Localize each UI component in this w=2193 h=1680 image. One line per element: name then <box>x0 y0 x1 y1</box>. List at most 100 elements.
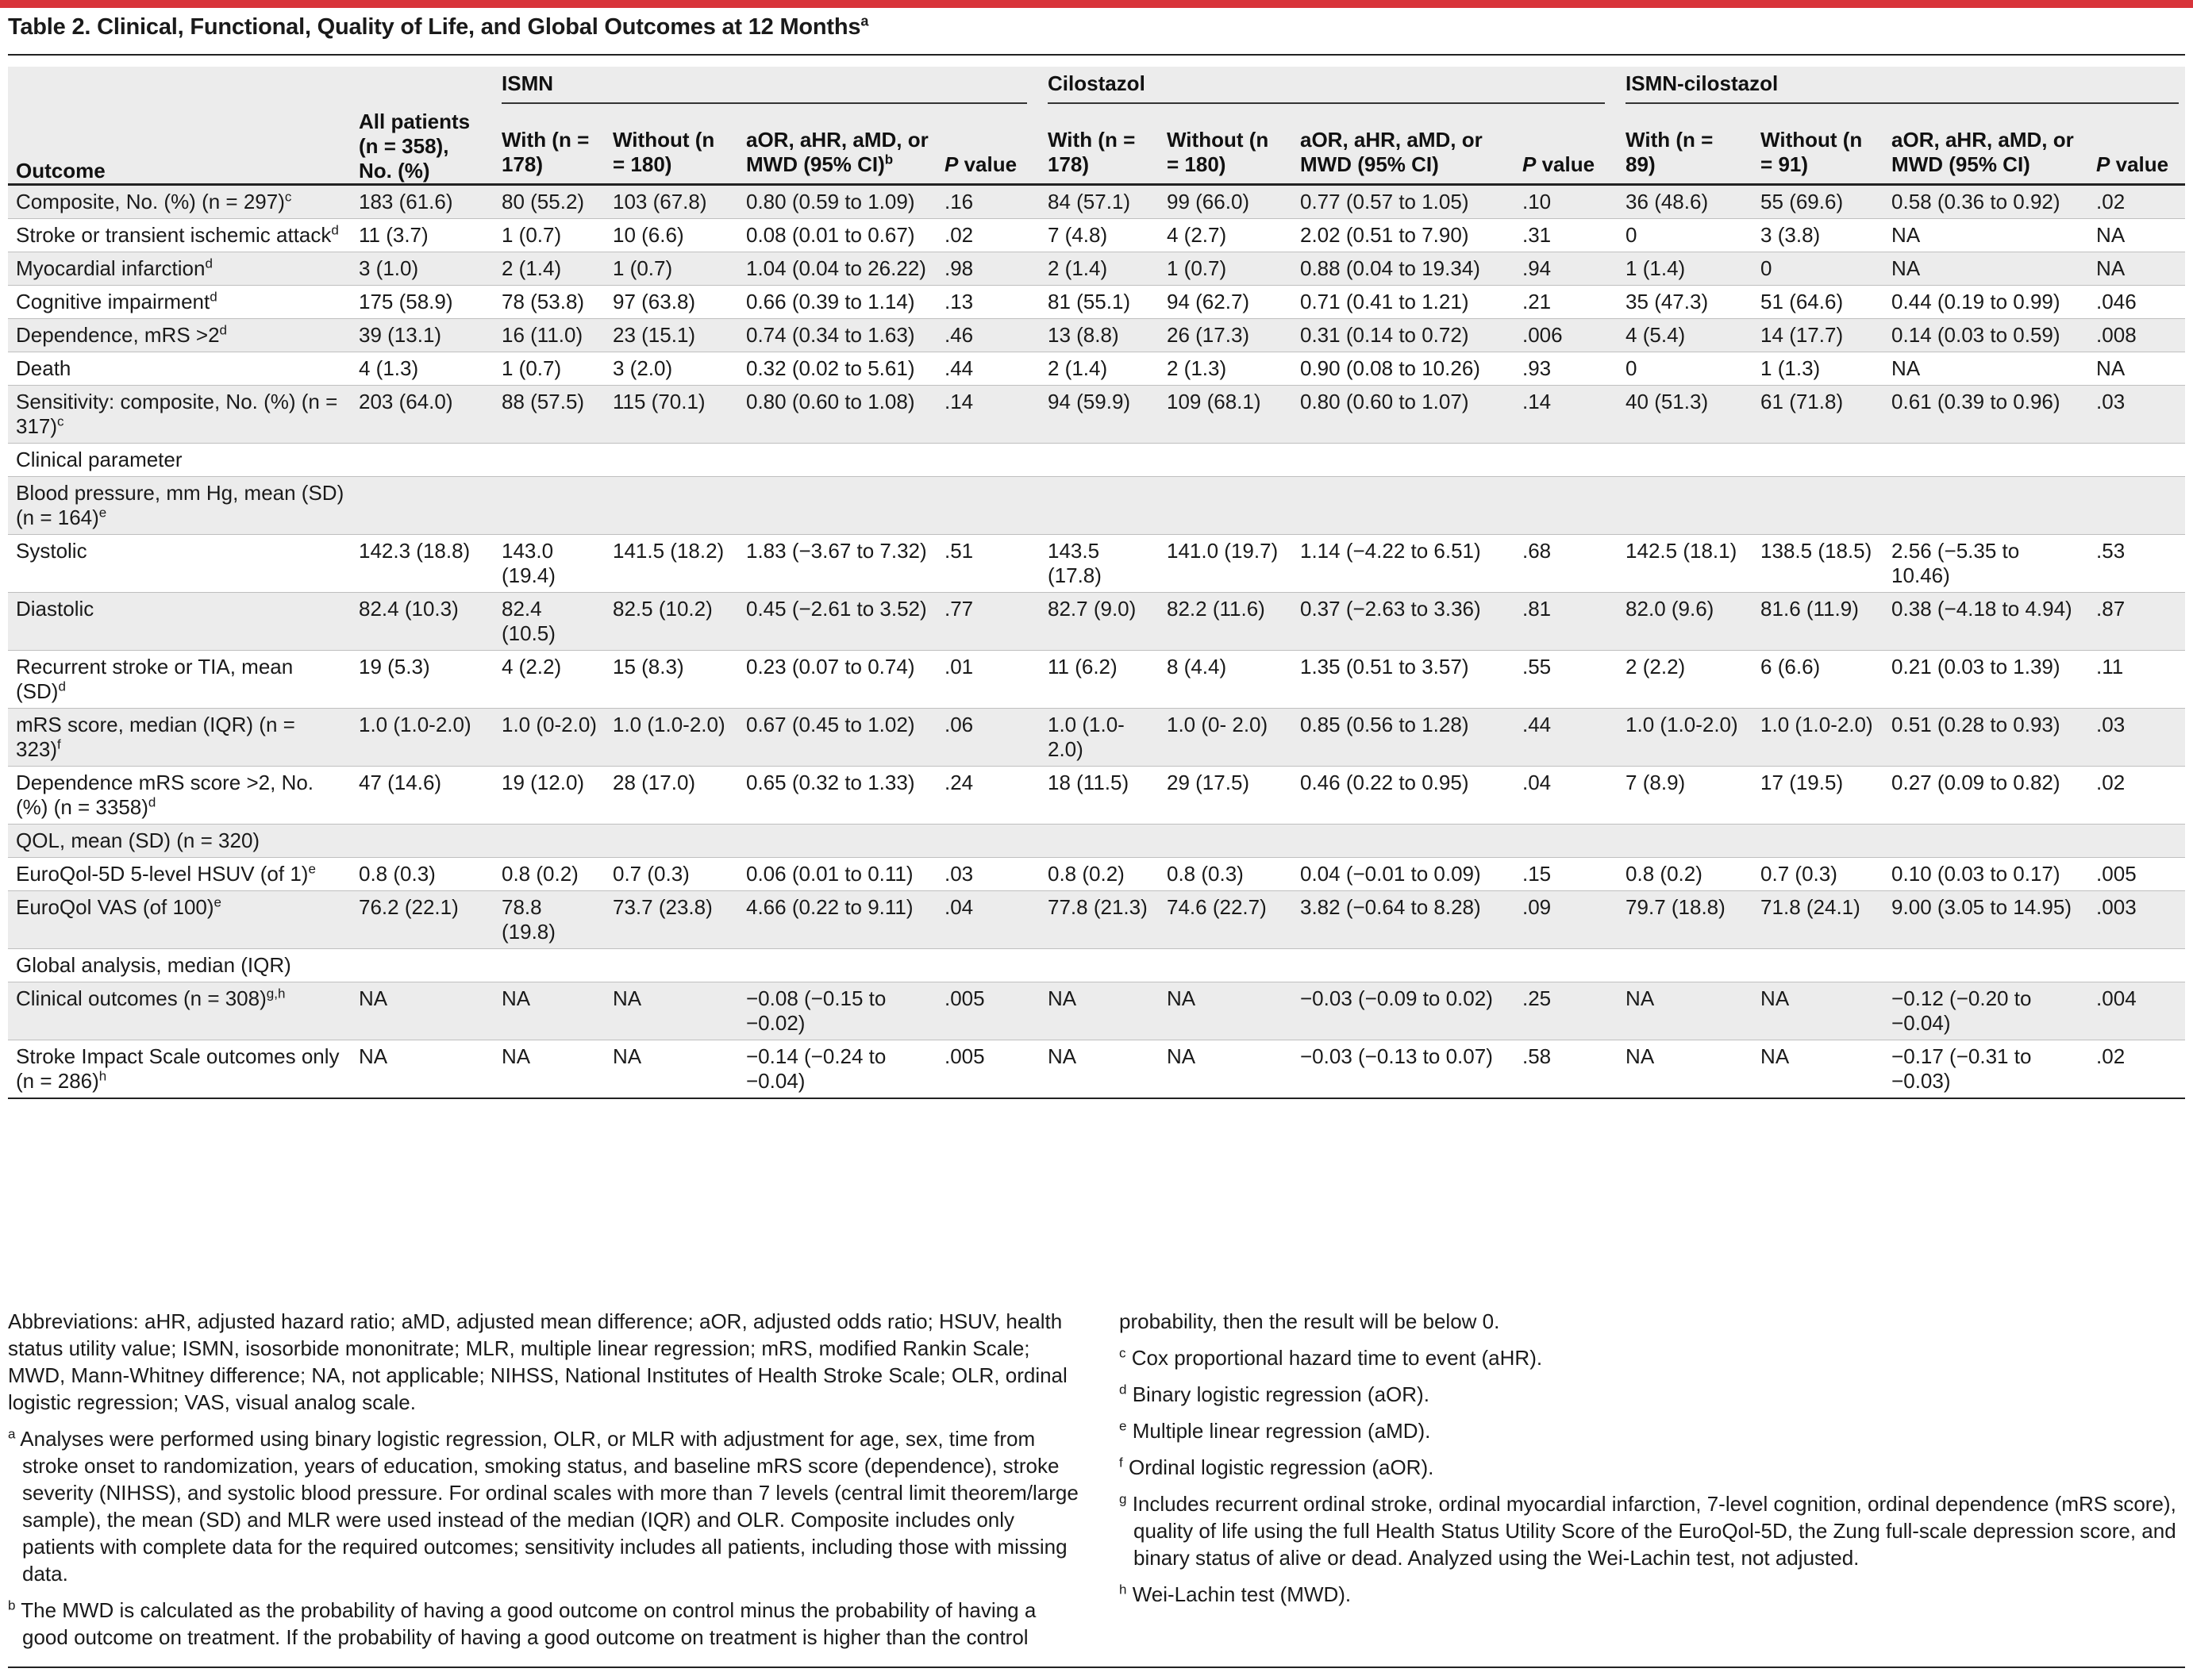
table-cell: 0.44 (0.19 to 0.99) <box>1883 285 2089 319</box>
table-cell: 0.67 (0.45 to 1.02) <box>738 708 937 767</box>
table-cell: −0.03 (−0.09 to 0.02) <box>1292 982 1514 1040</box>
table-cell: .77 <box>937 592 1040 651</box>
table-cell <box>351 824 494 858</box>
table-cell: 0.21 (0.03 to 1.39) <box>1883 650 2089 709</box>
table-cell: 1.14 (−4.22 to 6.51) <box>1292 534 1514 593</box>
row-label-text: Death <box>16 356 71 380</box>
table-cell: 141.5 (18.2) <box>605 534 738 593</box>
table-cell <box>1618 948 1753 982</box>
table-cell: .04 <box>1514 766 1618 825</box>
header-ismn-with: With (n = 178) <box>494 104 605 186</box>
table-row: EuroQol-5D 5-level HSUV (of 1)e 0.8 (0.3)… <box>8 857 2186 891</box>
header-group-cilostazol: Cilostazol <box>1040 67 1618 104</box>
table-cell: 0.8 (0.2) <box>1040 857 1159 891</box>
header-cilo-p-letter: P <box>1522 152 1537 176</box>
row-label-text: Recurrent stroke or TIA, mean (SD) <box>16 655 294 703</box>
row-label-footnote: d <box>210 289 217 305</box>
table-cell <box>1159 948 1292 982</box>
table-cell: 88 (57.5) <box>494 385 605 444</box>
table-cell: 76.2 (22.1) <box>351 890 494 949</box>
header-sub-row: With (n = 178) Without (n = 180) aOR, aH… <box>8 104 2186 186</box>
table-cell: .13 <box>937 285 1040 319</box>
table-cell: 0.8 (0.3) <box>351 857 494 891</box>
footnote-f: f Ordinal logistic regression (aOR). <box>1119 1454 2187 1481</box>
table-cell: 0.61 (0.39 to 0.96) <box>1883 385 2089 444</box>
table-cell: 78 (53.8) <box>494 285 605 319</box>
table-row: Composite, No. (%) (n = 297)c 183 (61.6) 8… <box>8 184 2186 219</box>
row-label-text: Stroke or transient ischemic attack <box>16 223 332 247</box>
table-row: Recurrent stroke or TIA, mean (SD)d 19 (5… <box>8 650 2186 709</box>
table-cell: 61 (71.8) <box>1752 385 1884 444</box>
footnote-c-text: Cox proportional hazard time to event (a… <box>1131 1346 1543 1370</box>
table-cell: 0.8 (0.3) <box>1159 857 1292 891</box>
table-cell: 19 (12.0) <box>494 766 605 825</box>
row-label: Dependence mRS score >2, No. (%) (n = 33… <box>8 766 351 825</box>
header-combo-with: With (n = 89) <box>1618 104 1753 186</box>
table-cell: NA <box>351 1040 494 1099</box>
table-row: QOL, mean (SD) (n = 320) <box>8 824 2186 858</box>
table-cell: 0 <box>1618 352 1753 386</box>
table-cell: 1.0 (0- 2.0) <box>1159 708 1292 767</box>
table-cell: 82.4 (10.3) <box>351 592 494 651</box>
table-cell: .53 <box>2088 534 2186 593</box>
row-label-footnote: d <box>205 256 213 271</box>
table-cell: .31 <box>1514 218 1618 252</box>
table-cell: 0.06 (0.01 to 0.11) <box>738 857 937 891</box>
row-label-text: Composite, No. (%) (n = 297) <box>16 190 285 213</box>
table-cell: 175 (58.9) <box>351 285 494 319</box>
table-cell: 109 (68.1) <box>1159 385 1292 444</box>
table-row: Stroke or transient ischemic attackd 11 (… <box>8 218 2186 252</box>
table-cell: .94 <box>1514 252 1618 286</box>
header-group-combo: ISMN-cilostazol <box>1618 67 2186 104</box>
table-cell: 40 (51.3) <box>1618 385 1753 444</box>
footnote-b-marker: b <box>8 1597 16 1613</box>
row-label-text: Clinical parameter <box>16 448 183 471</box>
table-cell: 81.6 (11.9) <box>1752 592 1884 651</box>
table-cell: 1.35 (0.51 to 3.57) <box>1292 650 1514 709</box>
table-cell: NA <box>351 982 494 1040</box>
table-cell: 1 (0.7) <box>1159 252 1292 286</box>
table-cell: NA <box>1883 352 2089 386</box>
table-cell <box>2088 948 2186 982</box>
table-body: Composite, No. (%) (n = 297)c 183 (61.6) 8… <box>8 184 2186 1099</box>
table-cell: 4 (1.3) <box>351 352 494 386</box>
table-cell: NA <box>1618 982 1753 1040</box>
row-label-text: EuroQol-5D 5-level HSUV (of 1) <box>16 862 309 886</box>
table-cell: 99 (66.0) <box>1159 184 1292 219</box>
row-label-text: Clinical outcomes (n = 308) <box>16 986 267 1010</box>
table-cell <box>494 824 605 858</box>
table-cell <box>1292 443 1514 477</box>
table-cell: .005 <box>937 1040 1040 1099</box>
table-cell: 74.6 (22.7) <box>1159 890 1292 949</box>
table-cell: 78.8 (19.8) <box>494 890 605 949</box>
row-label: Global analysis, median (IQR) <box>8 948 351 982</box>
table-cell: 0.66 (0.39 to 1.14) <box>738 285 937 319</box>
footnote-d-text: Binary logistic regression (aOR). <box>1132 1382 1429 1406</box>
table-cell: .81 <box>1514 592 1618 651</box>
table-cell <box>494 443 605 477</box>
table-cell: NA <box>494 1040 605 1099</box>
table-cell: .24 <box>937 766 1040 825</box>
row-label-text: Stroke Impact Scale outcomes only (n = 2… <box>16 1044 340 1093</box>
table-cell: 55 (69.6) <box>1752 184 1884 219</box>
table-cell <box>1292 476 1514 535</box>
table-cell: 1.0 (1.0-2.0) <box>605 708 738 767</box>
table-cell: .03 <box>937 857 1040 891</box>
table-cell: 82.0 (9.6) <box>1618 592 1753 651</box>
table-cell <box>1040 443 1159 477</box>
row-label: QOL, mean (SD) (n = 320) <box>8 824 351 858</box>
table-cell: 0.80 (0.59 to 1.09) <box>738 184 937 219</box>
table-cell: 138.5 (18.5) <box>1752 534 1884 593</box>
table-cell: 29 (17.5) <box>1159 766 1292 825</box>
table-cell: 3 (1.0) <box>351 252 494 286</box>
table-cell: 8 (4.4) <box>1159 650 1292 709</box>
table-cell <box>937 443 1040 477</box>
header-cilo-p: P value <box>1514 104 1618 186</box>
table-cell: 183 (61.6) <box>351 184 494 219</box>
row-label: Dependence, mRS >2d <box>8 318 351 352</box>
table-cell: 0.90 (0.08 to 10.26) <box>1292 352 1514 386</box>
table-cell <box>738 824 937 858</box>
footnote-e-text: Multiple linear regression (aMD). <box>1132 1419 1431 1443</box>
table-cell: NA <box>1159 982 1292 1040</box>
table-cell <box>1618 443 1753 477</box>
